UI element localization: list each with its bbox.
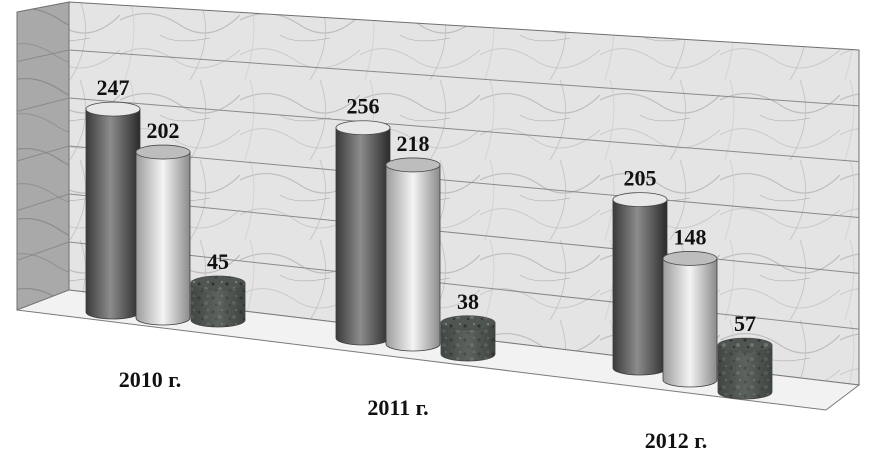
category-label: 2011 г. bbox=[367, 395, 428, 420]
gridline bbox=[16, 49, 70, 63]
data-label: 202 bbox=[147, 118, 180, 143]
bar-body bbox=[662, 258, 718, 388]
gridlines bbox=[16, 49, 860, 330]
data-label: 218 bbox=[397, 131, 430, 156]
category-label: 2010 г. bbox=[119, 367, 182, 392]
bar-body bbox=[135, 151, 191, 326]
bar-top bbox=[385, 157, 441, 173]
bar-series-2-2 bbox=[385, 157, 441, 352]
bar-texture bbox=[441, 322, 495, 361]
bar-body bbox=[335, 127, 391, 346]
bar-top bbox=[335, 120, 391, 136]
bar-body bbox=[612, 199, 668, 376]
data-label: 148 bbox=[674, 224, 707, 249]
bar-body bbox=[385, 164, 441, 352]
data-label: 247 bbox=[97, 75, 130, 100]
bar-top bbox=[440, 315, 496, 331]
bar-top bbox=[662, 251, 718, 266]
gridline bbox=[16, 97, 70, 112]
bar-top bbox=[85, 101, 141, 117]
gridline bbox=[68, 241, 860, 330]
gridline bbox=[68, 49, 860, 107]
gridline bbox=[68, 97, 860, 163]
bar-series-3-2 bbox=[440, 315, 496, 362]
data-label: 256 bbox=[347, 94, 380, 119]
gridline bbox=[68, 193, 860, 274]
bar-series-3-3 bbox=[717, 337, 773, 400]
bar-series-1-2 bbox=[335, 120, 391, 346]
bar-top bbox=[717, 337, 773, 353]
bars bbox=[85, 101, 773, 400]
data-labels: 247 202 45 256 218 38 205 148 57 bbox=[97, 75, 757, 336]
bar-series-2-3 bbox=[662, 251, 718, 388]
bar-top bbox=[190, 275, 246, 291]
bar-series-1-1 bbox=[85, 101, 141, 320]
category-label: 2012 г. bbox=[645, 428, 708, 453]
data-label: 205 bbox=[624, 166, 657, 191]
side-wall bbox=[16, 1, 70, 311]
gridline bbox=[16, 145, 70, 162]
data-label: 38 bbox=[457, 289, 479, 314]
bar-top bbox=[135, 144, 191, 160]
bar-texture bbox=[191, 283, 245, 327]
data-label: 57 bbox=[734, 311, 756, 336]
bar-series-2-1 bbox=[135, 144, 191, 326]
gridline bbox=[16, 193, 70, 212]
bar-series-1-3 bbox=[612, 192, 668, 376]
category-labels: 2010 г. 2011 г. 2012 г. bbox=[119, 367, 708, 453]
data-label: 45 bbox=[207, 249, 229, 274]
bar-series-3-1 bbox=[190, 275, 246, 328]
bar-texture bbox=[718, 345, 772, 399]
gridline bbox=[68, 145, 860, 218]
gridline bbox=[16, 241, 70, 261]
bar-top bbox=[612, 192, 668, 208]
bar-body bbox=[85, 108, 141, 320]
